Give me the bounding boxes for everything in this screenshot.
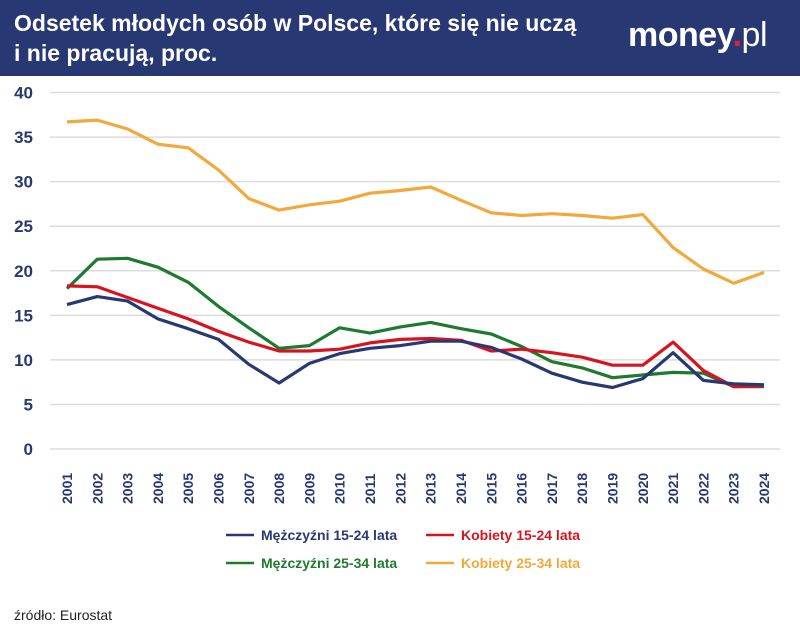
x-tick-label: 2023	[726, 473, 742, 504]
legend-item: Mężczyźni 15-24 lata	[226, 527, 397, 543]
x-tick-label: 2022	[695, 473, 711, 504]
series-line-0	[66, 295, 765, 390]
x-tick-label: 2017	[544, 473, 560, 504]
chart-title-line-1: Odsetek młodych osób w Polsce, które się…	[14, 10, 577, 36]
x-tick-label: 2014	[453, 473, 469, 504]
y-tick-label: 5	[24, 395, 33, 414]
y-tick-label: 0	[24, 440, 33, 459]
x-tick-label: 2006	[211, 473, 227, 504]
legend-label: Kobiety 25-34 lata	[461, 555, 580, 571]
x-tick-label: 2007	[241, 473, 257, 504]
y-axis-ticks: 0 5 10 15 20 25 30 35 40	[14, 84, 33, 460]
legend-item: Kobiety 15-24 lata	[426, 527, 580, 543]
x-tick-label: 2020	[635, 473, 651, 504]
y-tick-label: 35	[14, 128, 33, 147]
legend-label: Mężczyźni 15-24 lata	[261, 527, 397, 543]
x-axis-ticks: 2001 2002 2003 2004 2005 2006 2007 2008 2009 2010…	[59, 473, 772, 504]
legend: Mężczyźni 15-24 lata Kobiety 15-24 lata Mę…	[226, 527, 580, 571]
series-line-3	[66, 118, 765, 285]
x-tick-label: 2024	[756, 473, 772, 504]
chart-title-line-2: i nie pracują, proc.	[14, 40, 218, 66]
gridlines	[50, 91, 780, 450]
x-tick-label: 2012	[392, 473, 408, 504]
legend-label: Kobiety 15-24 lata	[461, 527, 580, 543]
header-banner: Odsetek młodych osób w Polsce, które się…	[0, 0, 800, 76]
x-tick-label: 2003	[120, 473, 136, 504]
y-tick-label: 15	[14, 306, 33, 325]
series-line-1	[66, 284, 765, 389]
series-lines	[65, 118, 765, 390]
legend-item: Mężczyźni 25-34 lata	[226, 555, 397, 571]
x-tick-label: 2009	[301, 473, 317, 504]
x-tick-label: 2018	[574, 473, 590, 504]
x-tick-label: 2004	[150, 473, 166, 504]
y-tick-label: 30	[14, 173, 33, 192]
x-tick-label: 2019	[604, 473, 620, 504]
legend-label: Mężczyźni 25-34 lata	[261, 555, 397, 571]
y-tick-label: 40	[14, 84, 33, 103]
x-tick-label: 2001	[59, 473, 75, 504]
y-tick-label: 20	[14, 262, 33, 281]
x-tick-label: 2011	[362, 473, 378, 504]
source-note: źródło: Eurostat	[14, 607, 113, 623]
x-tick-label: 2015	[483, 473, 499, 504]
x-tick-label: 2002	[89, 473, 105, 504]
x-tick-label: 2016	[514, 473, 530, 504]
money-pl-logo: money.pl	[628, 16, 768, 54]
x-tick-label: 2005	[180, 473, 196, 504]
x-tick-label: 2021	[665, 473, 681, 504]
legend-item: Kobiety 25-34 lata	[426, 555, 580, 571]
x-tick-label: 2008	[271, 473, 287, 504]
x-tick-label: 2013	[423, 473, 439, 504]
y-tick-label: 10	[14, 351, 33, 370]
y-tick-label: 25	[14, 217, 33, 236]
x-tick-label: 2010	[332, 473, 348, 504]
